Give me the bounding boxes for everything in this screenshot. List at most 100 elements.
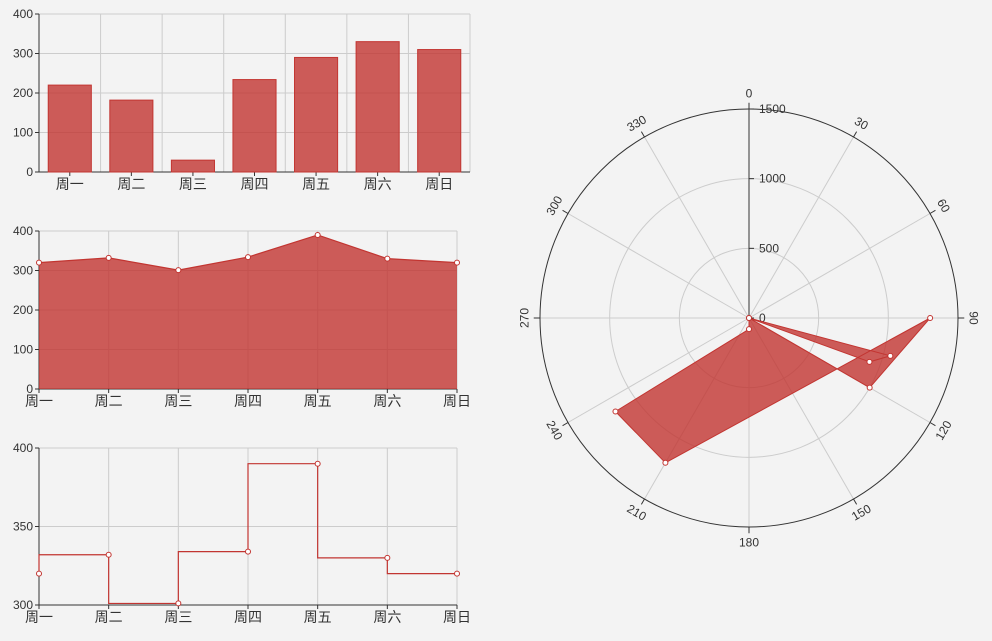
chart-2: 0 100 200 300 400 周一 周二 周三 周四 周五 周六 周日: [13, 224, 471, 409]
angle-tick-label: 240: [543, 418, 565, 443]
step-point: [454, 570, 460, 577]
bar: [170, 159, 215, 173]
x-tick-label: 周日: [443, 609, 471, 625]
angle-tick-label: 120: [933, 418, 955, 443]
polar-area: [614, 317, 931, 464]
y-tick-label: 100: [13, 126, 33, 140]
radius-tick-label: 0: [759, 311, 766, 325]
x-tick-label: 周五: [304, 393, 332, 409]
polar-point: [746, 315, 752, 321]
angle-tick: [929, 422, 936, 427]
x-tick-label: 周六: [373, 609, 401, 625]
angle-tick-label: 180: [739, 536, 759, 550]
area-point: [36, 259, 42, 266]
y-tick-label: 400: [13, 7, 33, 21]
x-tick-label: 周五: [302, 176, 330, 192]
x-tick-label: 周日: [425, 176, 453, 192]
y-tick-label: 400: [13, 441, 33, 455]
chart-1: 0 100 200 300 400 周一 周二 周三 周四 周五 周六 周日: [13, 7, 471, 192]
y-tick-label: 400: [13, 224, 33, 238]
area-point: [175, 267, 182, 274]
x-tick-label: 周六: [364, 176, 392, 192]
polar-point: [612, 408, 619, 415]
angle-tick-label: 150: [849, 501, 874, 523]
x-tick-label: 周一: [56, 176, 84, 192]
x-tick-label: 周二: [95, 609, 123, 625]
radius-tick-label: 1500: [759, 102, 786, 116]
area-point: [454, 259, 460, 266]
angle-tick-label: 0: [746, 86, 753, 100]
angle-tick: [562, 422, 569, 427]
area-point: [245, 254, 251, 261]
y-tick-label: 300: [13, 47, 33, 61]
y-tick-label: 0: [26, 165, 33, 179]
area-fill: [39, 234, 457, 389]
y-tick-label: 200: [13, 86, 33, 100]
angle-tick: [562, 209, 569, 214]
area-point: [384, 255, 391, 262]
x-tick-label: 周四: [234, 393, 262, 409]
bar: [355, 41, 400, 173]
x-tick-label: 周三: [179, 176, 207, 192]
step-point: [175, 600, 182, 607]
angle-tick-label: 330: [624, 112, 649, 134]
x-tick-label: 周一: [25, 393, 53, 409]
step-point: [36, 570, 42, 577]
angle-tick: [929, 209, 936, 214]
step-point: [245, 548, 251, 555]
x-tick-label: 周五: [304, 609, 332, 625]
polar-spoke: [748, 213, 931, 319]
polar-spoke: [567, 213, 750, 319]
angle-tick-label: 270: [517, 308, 531, 328]
x-tick-label: 周一: [25, 609, 53, 625]
polar-point: [887, 352, 894, 359]
bar: [47, 84, 92, 173]
angle-tick: [640, 131, 645, 138]
radius-tick-label: 1000: [759, 172, 786, 186]
polar-spoke: [567, 317, 750, 423]
x-tick-label: 周二: [117, 176, 145, 192]
step-point: [384, 554, 391, 561]
x-tick-label: 周六: [373, 393, 401, 409]
radius-tick-label: 500: [759, 241, 779, 255]
bar: [417, 49, 462, 173]
angle-tick-label: 30: [852, 114, 871, 133]
y-tick-label: 100: [13, 343, 33, 357]
chart-3: 300 350 400 周一 周二 周三 周四 周五 周六 周日: [13, 441, 471, 625]
y-tick-label: 0: [26, 382, 33, 396]
bar: [294, 56, 339, 173]
bar: [109, 99, 154, 173]
angle-tick-label: 300: [543, 193, 565, 218]
polar-spoke: [748, 136, 854, 319]
step-point: [105, 551, 112, 558]
polar-point: [927, 315, 934, 321]
angle-tick-label: 90: [967, 311, 981, 325]
polar-point: [866, 358, 873, 365]
polar-point: [746, 326, 752, 333]
step-point: [314, 460, 321, 467]
angle-tick-label: 60: [934, 196, 953, 215]
angle-tick: [853, 131, 858, 138]
angle-tick-label: 210: [624, 502, 649, 524]
angle-tick: [853, 498, 858, 505]
area-point: [105, 254, 112, 261]
x-tick-label: 周四: [234, 609, 262, 625]
chart-4: 0 30 60 90 120 150 180 210 240 270 300 330 0 500 1000 1…: [517, 86, 980, 549]
x-tick-label: 周四: [241, 176, 269, 192]
y-tick-label: 200: [13, 303, 33, 317]
y-tick-label: 300: [13, 264, 33, 278]
x-tick-label: 周二: [95, 393, 123, 409]
x-tick-label: 周三: [164, 393, 192, 409]
x-tick-label: 周日: [443, 393, 471, 409]
area-point: [314, 231, 321, 238]
angle-tick: [640, 498, 645, 505]
polar-point: [662, 459, 669, 466]
y-tick-label: 300: [13, 598, 33, 612]
polar-point: [866, 384, 873, 391]
polar-spoke: [644, 136, 750, 319]
bar: [232, 79, 277, 173]
x-tick-label: 周三: [164, 609, 192, 625]
y-tick-label: 350: [13, 520, 33, 534]
